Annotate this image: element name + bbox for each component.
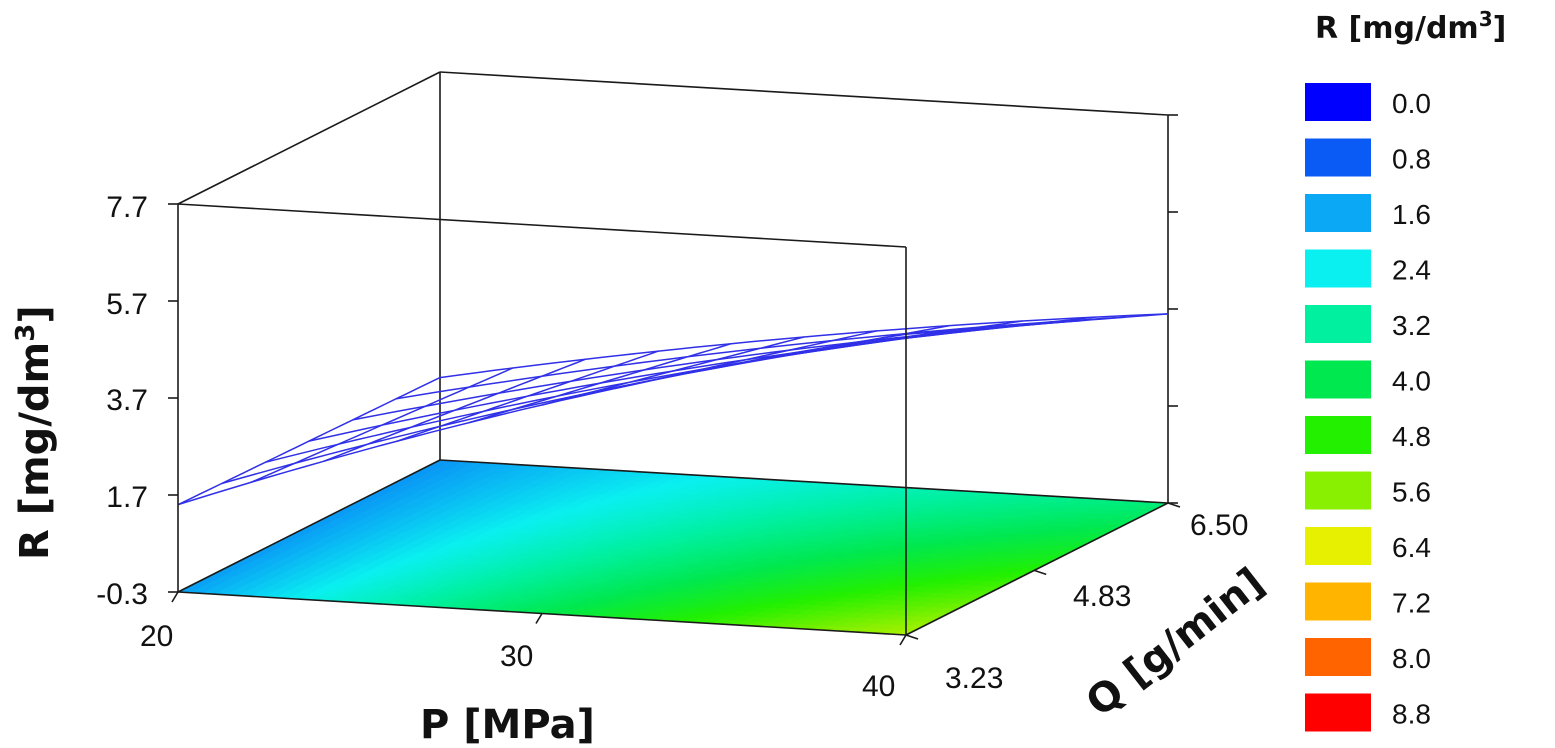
legend-label: 3.2 [1392, 310, 1431, 341]
z-tick-label: 3.7 [106, 384, 148, 417]
x-axis-title: P [MPa] [420, 702, 595, 748]
z-tick-label: -0.3 [96, 578, 148, 611]
legend: R [mg/dm3] 0.0 0.8 1.6 2.4 3.2 4.0 4.8 5.6 6.4 7.… [1305, 7, 1506, 732]
mesh-line [396, 316, 1125, 400]
mesh-line [439, 313, 1169, 379]
plot-box-back-edges [177, 71, 1169, 504]
legend-label: 1.6 [1392, 199, 1431, 230]
legend-swatch [1305, 471, 1371, 510]
y-tick-mark [1033, 569, 1047, 576]
legend-label: 8.0 [1392, 643, 1431, 674]
mesh-line [221, 330, 950, 485]
z-axis-title: R [mg/dm3] [11, 305, 58, 560]
surface-mesh [177, 313, 1169, 506]
mesh-line [308, 323, 1038, 442]
legend-swatch [1305, 305, 1371, 343]
z-tick-label: 1.7 [106, 481, 148, 514]
legend-label: 8.8 [1392, 699, 1431, 730]
legend-label: 4.8 [1392, 421, 1431, 452]
x-tick-label: 20 [140, 620, 173, 653]
legend-swatch [1305, 138, 1371, 177]
x-tick-label: 30 [500, 640, 533, 673]
y-tick-mark [1167, 502, 1181, 508]
axis-ticks [168, 114, 1181, 646]
y-tick-label: 4.83 [1073, 580, 1131, 613]
legend-swatch [1305, 249, 1371, 288]
x-tick-mark [535, 613, 543, 624]
legend-entries: 0.0 0.8 1.6 2.4 3.2 4.0 4.8 5.6 6.4 7.2 8.0 8.8 [1305, 83, 1431, 732]
legend-label: 4.0 [1392, 366, 1431, 397]
box-edge [177, 71, 441, 205]
box-edge [905, 502, 1169, 636]
box-edge [177, 203, 907, 248]
legend-swatch [1305, 638, 1371, 676]
legend-title: R [mg/dm3] [1315, 7, 1506, 46]
x-tick-mark [171, 591, 179, 603]
legend-swatch [1305, 693, 1371, 732]
legend-swatch [1305, 360, 1371, 399]
legend-label: 0.0 [1392, 88, 1431, 119]
box-edge [439, 71, 1169, 116]
legend-label: 6.4 [1392, 532, 1431, 563]
contour-floor [176, 459, 1170, 636]
y-tick-label: 3.23 [945, 662, 1003, 695]
x-tick-mark [899, 634, 907, 646]
z-tick-label: 7.7 [106, 191, 148, 224]
x-tick-label: 40 [862, 670, 895, 703]
box-edge [177, 459, 441, 593]
y-tick-mark [905, 634, 919, 640]
legend-swatch [1305, 83, 1371, 121]
legend-label: 7.2 [1392, 588, 1431, 619]
z-tick-label: 5.7 [106, 288, 148, 321]
legend-swatch [1305, 527, 1371, 565]
legend-swatch [1305, 582, 1371, 621]
legend-swatch [1305, 416, 1371, 454]
y-tick-label: 6.50 [1190, 509, 1248, 542]
legend-swatch [1305, 194, 1371, 232]
legend-label: 5.6 [1392, 477, 1431, 508]
box-edge [439, 459, 1169, 504]
mesh-line [352, 319, 1081, 421]
legend-label: 0.8 [1392, 144, 1431, 175]
legend-label: 2.4 [1392, 255, 1431, 286]
